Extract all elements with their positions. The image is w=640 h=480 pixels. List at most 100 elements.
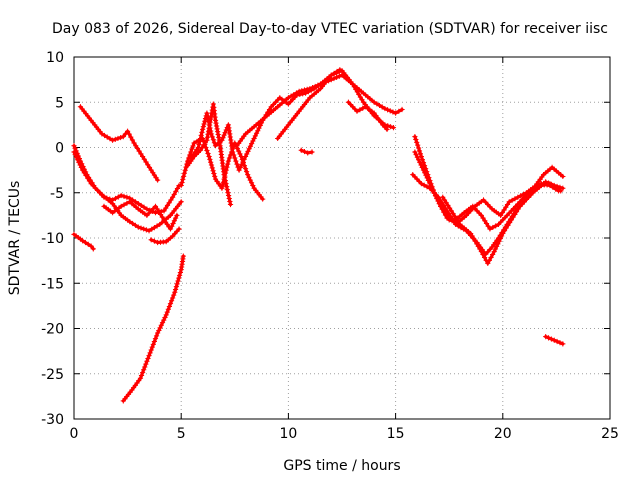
data-point-marker — [144, 206, 150, 212]
data-point-marker — [415, 145, 422, 151]
data-point-marker — [560, 185, 566, 191]
data-point-marker — [205, 116, 211, 122]
data-point-marker — [99, 131, 105, 137]
data-point-marker — [221, 172, 227, 178]
data-point-marker — [153, 333, 160, 339]
data-point-marker — [301, 87, 308, 93]
data-point-marker — [384, 126, 390, 132]
data-point-marker — [440, 194, 446, 200]
data-point-marker — [133, 143, 139, 149]
data-point-marker — [493, 223, 499, 229]
data-point-marker — [142, 364, 148, 370]
data-point-marker — [179, 179, 185, 186]
data-point-marker — [253, 130, 260, 136]
data-point-marker — [551, 337, 557, 343]
data-point-marker — [83, 172, 89, 179]
data-point-marker — [298, 147, 304, 153]
data-point-marker — [214, 126, 220, 132]
data-point-marker — [223, 127, 229, 133]
y-tick-label: -10 — [41, 231, 64, 247]
chart-title: Day 083 of 2026, Sidereal Day-to-day VTE… — [52, 21, 608, 37]
data-point-marker — [247, 177, 253, 183]
data-point-marker — [452, 213, 458, 219]
data-point-marker — [166, 200, 172, 206]
data-point-marker — [447, 205, 453, 211]
data-point-marker — [442, 212, 449, 218]
series-track-6 — [148, 226, 182, 246]
data-point-marker — [149, 226, 155, 232]
y-tick-label: -20 — [41, 322, 64, 338]
y-tick-label: -30 — [41, 412, 64, 428]
data-point-marker — [115, 135, 121, 142]
data-point-marker — [498, 212, 504, 218]
data-point-marker — [232, 155, 238, 161]
data-point-marker — [129, 137, 136, 143]
data-point-marker — [246, 146, 252, 152]
data-point-marker — [210, 137, 216, 143]
data-point-marker — [441, 197, 448, 203]
data-point-marker — [158, 322, 164, 328]
data-point-marker — [374, 101, 380, 107]
data-point-marker — [176, 226, 182, 232]
data-point-marker — [177, 269, 183, 276]
x-tick-label: 0 — [70, 426, 79, 442]
data-point-marker — [396, 108, 402, 114]
data-point-marker — [418, 153, 424, 160]
data-point-marker — [220, 135, 226, 141]
data-point-marker — [90, 246, 96, 252]
data-point-marker — [309, 149, 315, 155]
data-point-marker — [478, 212, 484, 218]
data-point-marker — [239, 162, 245, 168]
data-point-marker — [302, 90, 309, 96]
data-point-marker — [415, 157, 422, 163]
data-point-marker — [204, 134, 211, 140]
data-point-marker — [512, 196, 518, 202]
data-point-marker — [445, 202, 451, 209]
series-line — [78, 105, 160, 182]
data-point-marker — [237, 164, 243, 171]
data-point-marker — [82, 239, 89, 246]
data-point-marker — [140, 370, 146, 376]
data-point-marker — [121, 202, 127, 208]
data-point-marker — [224, 186, 230, 193]
data-point-marker — [207, 125, 213, 131]
data-point-marker — [247, 143, 254, 149]
data-point-marker — [231, 152, 237, 158]
data-point-marker — [251, 135, 257, 142]
data-point-marker — [148, 347, 154, 353]
series-track-7 — [120, 253, 186, 404]
data-point-marker — [444, 215, 450, 221]
data-point-marker — [312, 83, 318, 90]
data-point-marker — [545, 180, 552, 186]
data-point-marker — [132, 222, 139, 228]
series-track-1 — [77, 104, 161, 183]
data-point-marker — [157, 325, 163, 331]
data-point-marker — [131, 140, 137, 146]
data-point-marker — [201, 121, 207, 127]
data-point-marker — [151, 338, 157, 345]
data-point-marker — [414, 139, 420, 145]
data-point-marker — [499, 210, 505, 216]
data-point-marker — [195, 144, 201, 151]
data-point-marker — [189, 146, 195, 152]
data-point-marker — [354, 108, 360, 114]
data-point-marker — [155, 177, 161, 183]
data-point-marker — [242, 166, 249, 172]
data-point-marker — [248, 180, 255, 186]
data-point-marker — [219, 137, 225, 143]
data-point-marker — [266, 106, 273, 113]
data-point-marker — [72, 152, 78, 158]
data-point-marker — [138, 225, 144, 231]
data-point-marker — [379, 104, 385, 110]
data-point-marker — [376, 102, 383, 109]
data-point-marker — [121, 193, 127, 199]
data-point-marker — [147, 350, 153, 356]
data-point-marker — [154, 223, 160, 229]
data-point-marker — [156, 209, 162, 215]
data-point-marker — [134, 145, 141, 152]
data-point-marker — [151, 238, 157, 244]
data-point-marker — [226, 155, 233, 161]
data-point-marker — [167, 226, 174, 232]
data-point-marker — [118, 134, 124, 141]
data-point-marker — [159, 214, 165, 220]
